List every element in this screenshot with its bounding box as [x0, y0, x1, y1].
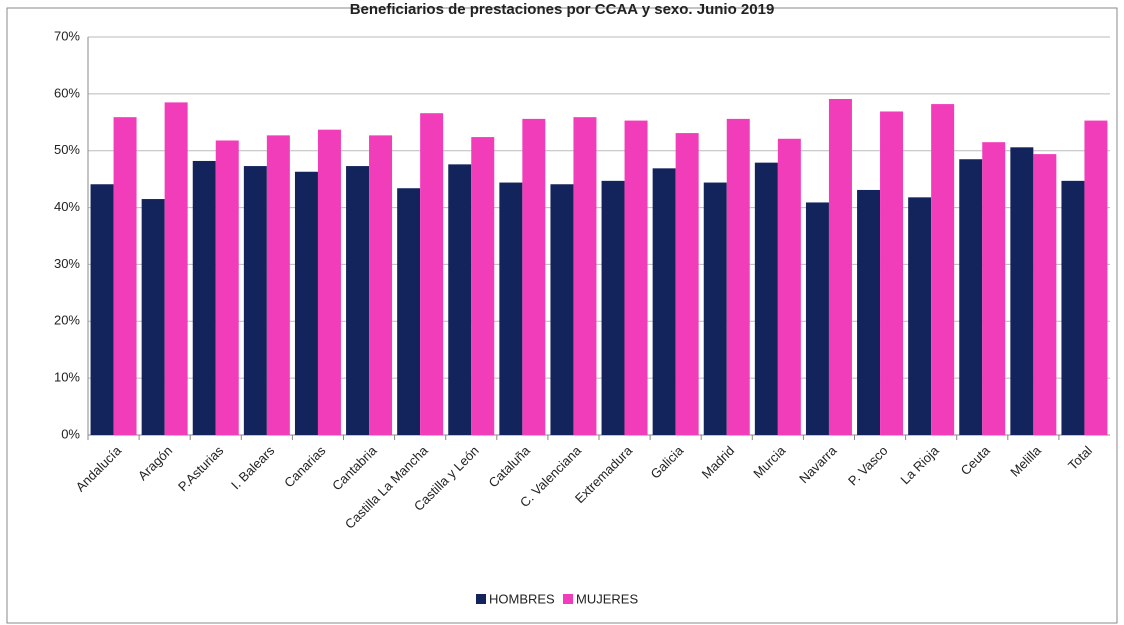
legend-label: HOMBRES	[489, 591, 555, 606]
bar	[550, 184, 574, 435]
bar	[573, 117, 597, 435]
bar	[448, 164, 472, 436]
y-tick-label: 60%	[54, 85, 80, 100]
bar	[1061, 180, 1085, 435]
y-tick-label: 50%	[54, 142, 80, 157]
bar	[317, 129, 341, 436]
bar	[624, 120, 648, 435]
bar	[471, 137, 495, 435]
bar	[805, 202, 829, 435]
y-tick-label: 0%	[61, 426, 80, 441]
bar	[397, 188, 421, 435]
bar	[346, 166, 370, 435]
bar	[1033, 154, 1057, 435]
bar	[369, 135, 393, 435]
bar	[675, 133, 699, 436]
bar	[141, 199, 165, 435]
bar	[857, 189, 881, 435]
legend-label: MUJERES	[576, 591, 638, 606]
bar	[192, 160, 216, 435]
bar	[931, 104, 955, 435]
y-tick-label: 40%	[54, 199, 80, 214]
bar	[601, 180, 625, 435]
bar	[754, 162, 778, 435]
legend-swatch	[476, 594, 486, 604]
bar	[113, 117, 137, 435]
bar	[908, 197, 932, 435]
bar	[1010, 147, 1034, 435]
y-tick-label: 20%	[54, 313, 80, 328]
bar	[828, 98, 852, 435]
bar	[164, 102, 188, 435]
bar	[959, 159, 983, 435]
legend-swatch	[563, 594, 573, 604]
bar	[726, 118, 750, 436]
bar	[294, 171, 318, 435]
bar	[777, 138, 801, 435]
bar	[522, 118, 546, 436]
bar	[499, 182, 523, 435]
chart-title: Beneficiarios de prestaciones por CCAA y…	[350, 1, 775, 18]
y-tick-label: 10%	[54, 370, 80, 385]
bar	[1084, 120, 1108, 435]
bar	[652, 168, 676, 435]
bar	[982, 142, 1006, 435]
bar	[243, 166, 267, 435]
bar	[880, 111, 904, 436]
y-tick-label: 30%	[54, 256, 80, 271]
bar	[90, 184, 114, 435]
bar	[703, 182, 727, 435]
bar	[266, 135, 290, 435]
bar	[420, 113, 444, 435]
y-tick-label: 70%	[54, 28, 80, 43]
bar	[215, 140, 239, 436]
